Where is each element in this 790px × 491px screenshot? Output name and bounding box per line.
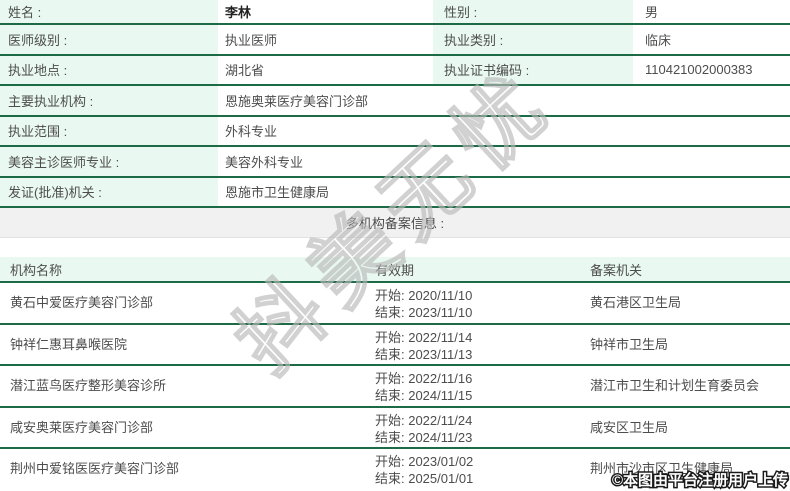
table-row: 执业地点 : 湖北省 执业证书编码 : 110421002000383 [0,55,790,86]
validity-start: 开始: 2023/01/02 [375,454,474,470]
doctor-level-value: 执业医师 [218,25,433,54]
main-institution-label: 主要执业机构 : [0,86,218,115]
table-row: 姓名 : 李林 性别 : 男 [0,0,790,25]
practice-location-value: 湖北省 [218,55,433,84]
table-row: 黄石中爱医疗美容门诊部 开始: 2020/11/10 结束: 2023/11/1… [0,283,790,325]
validity-end: 结束: 2024/11/23 [375,429,473,445]
main-institution-value: 恩施奥莱医疗美容门诊部 [218,86,790,115]
table-row: 荆州中爱铭医医疗美容门诊部 开始: 2023/01/02 结束: 2025/01… [0,449,790,491]
validity-start: 开始: 2022/11/24 [375,412,473,428]
cosmetic-specialty-label: 美容主诊医师专业 : [0,147,218,176]
license-number-label: 执业证书编码 : [433,55,633,84]
validity-start: 开始: 2020/11/10 [375,288,473,303]
validity-end: 结束: 2023/11/10 [375,305,473,320]
practitioner-info-table: 姓名 : 李林 性别 : 男 医师级别 : 执业医师 执业类别 : 临床 执业地… [0,0,790,208]
license-number-value: 110421002000383 [633,55,790,84]
validity-period: 开始: 2022/11/16 结束: 2024/11/15 [365,366,580,406]
table-row: 主要执业机构 : 恩施奥莱医疗美容门诊部 [0,86,790,117]
table-row: 执业范围 : 外科专业 [0,116,790,147]
section-title: 多机构备案信息 : [345,216,445,231]
validity-column-header: 有效期 [375,262,415,278]
gender-value: 男 [633,0,790,23]
copyright-badge: ©本图由平台注册用户上传 [610,471,789,491]
filing-agency: 潜江市卫生和计划生育委员会 [590,378,760,394]
validity-period: 开始: 2022/11/14 结束: 2023/11/13 [365,325,580,365]
validity-period: 开始: 2022/11/24 结束: 2024/11/23 [365,408,580,448]
validity-end: 结束: 2023/11/13 [375,346,473,362]
practice-scope-label: 执业范围 : [0,116,218,145]
validity-start: 开始: 2022/11/16 [375,371,473,387]
org-name: 潜江蓝鸟医疗整形美容诊所 [10,378,167,394]
filing-table-header-row: 机构名称 有效期 备案机关 [0,257,790,283]
table-row: 医师级别 : 执业医师 执业类别 : 临床 [0,25,790,56]
table-row: 发证(批准)机关 : 恩施市卫生健康局 [0,177,790,208]
org-name: 黄石中爱医疗美容门诊部 [10,295,154,310]
org-name: 咸安奥莱医疗美容门诊部 [10,419,154,435]
table-row: 咸安奥莱医疗美容门诊部 开始: 2022/11/24 结束: 2024/11/2… [0,408,790,450]
org-name: 钟祥仁惠耳鼻喉医院 [10,336,128,352]
filing-agency-column-header: 备案机关 [590,262,643,278]
practice-location-label: 执业地点 : [0,55,218,84]
multi-institution-section-bar: 多机构备案信息 : [0,208,790,238]
table-row: 潜江蓝鸟医疗整形美容诊所 开始: 2022/11/16 结束: 2024/11/… [0,366,790,408]
cosmetic-specialty-value: 美容外科专业 [218,147,790,176]
doctor-level-label: 医师级别 : [0,25,218,54]
practice-scope-value: 外科专业 [218,116,790,145]
table-row: 美容主诊医师专业 : 美容外科专业 [0,147,790,178]
issuing-authority-label: 发证(批准)机关 : [0,177,218,206]
gender-label: 性别 : [433,0,633,23]
table-row: 钟祥仁惠耳鼻喉医院 开始: 2022/11/14 结束: 2023/11/13 … [0,325,790,367]
validity-period: 开始: 2023/01/02 结束: 2025/01/01 [365,449,580,491]
filing-agency: 钟祥市卫生局 [590,336,669,352]
org-name: 荆州中爱铭医医疗美容门诊部 [10,461,180,477]
name-label: 姓名 : [0,0,218,23]
section-gap [0,238,790,257]
name-value: 李林 [218,0,433,23]
filing-agency: 荆州市沙市区卫生健康局 [590,461,734,477]
filing-records-table: 机构名称 有效期 备案机关 黄石中爱医疗美容门诊部 开始: 2020/11/10… [0,257,790,491]
practice-category-label: 执业类别 : [433,25,633,54]
filing-agency: 黄石港区卫生局 [590,295,682,310]
org-name-column-header: 机构名称 [10,262,63,278]
filing-agency: 咸安区卫生局 [590,419,669,435]
practice-category-value: 临床 [633,25,790,54]
validity-period: 开始: 2020/11/10 结束: 2023/11/10 [365,283,580,323]
validity-end: 结束: 2025/01/01 [375,471,474,487]
validity-end: 结束: 2024/11/15 [375,388,473,404]
validity-start: 开始: 2022/11/14 [375,329,473,345]
issuing-authority-value: 恩施市卫生健康局 [218,177,790,206]
